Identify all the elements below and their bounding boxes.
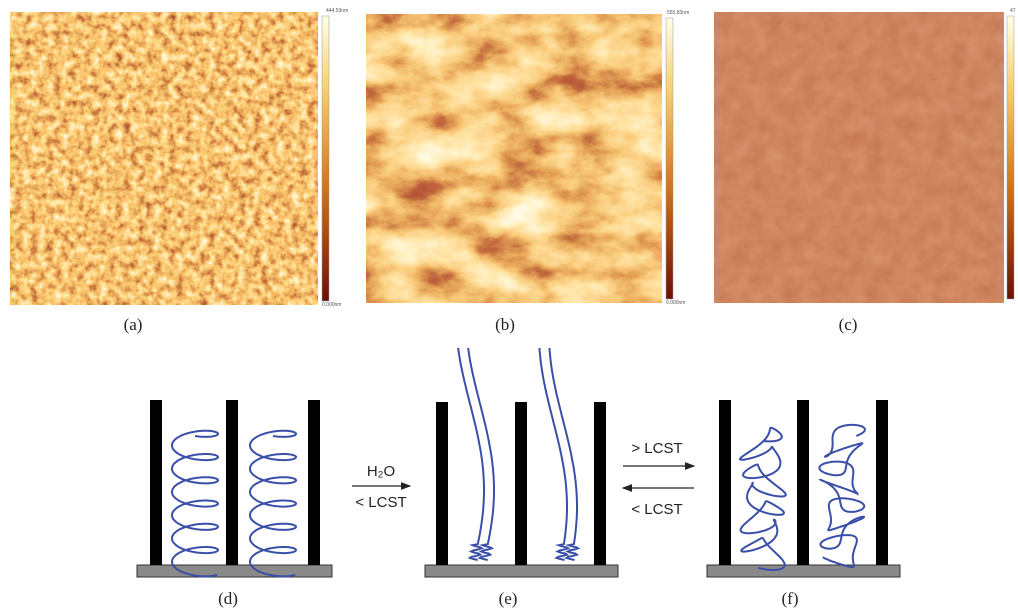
pillar <box>797 400 809 565</box>
afm-image-c <box>714 12 1004 303</box>
scale-min: 0.000nm <box>666 300 685 306</box>
polymer-chain <box>819 425 865 567</box>
arrow-label: < LCST <box>355 494 406 511</box>
polymer-chain <box>740 428 786 570</box>
colorbar-c <box>1007 16 1014 299</box>
pillar <box>150 400 162 565</box>
colorbar-b <box>666 18 673 299</box>
substrate <box>425 565 618 577</box>
pillar <box>308 400 320 565</box>
substrate <box>707 565 900 577</box>
panel-label: (a) <box>124 315 143 334</box>
pillar <box>719 400 731 565</box>
afm-image-a <box>10 12 318 305</box>
pillar <box>876 400 888 565</box>
polymer-chain <box>172 431 218 577</box>
panel-label: (e) <box>499 589 518 608</box>
colorbar-a <box>322 16 329 301</box>
afm-image-b <box>366 14 662 303</box>
scale-max: 444.53nm <box>326 8 348 14</box>
scale-min: 0.000nm <box>322 302 341 308</box>
arrow-label: > LCST <box>631 440 682 457</box>
panel-label: (f) <box>782 589 799 608</box>
polymer-chain <box>458 348 484 560</box>
panel-label: (b) <box>495 315 515 334</box>
pillar <box>594 402 606 565</box>
pillar <box>515 402 527 565</box>
substrate <box>137 565 332 577</box>
panel-label: (d) <box>218 589 238 608</box>
pillar <box>436 402 448 565</box>
scale-max: 47 <box>1010 8 1016 14</box>
pillar <box>226 400 238 565</box>
polymer-chain <box>250 431 296 577</box>
arrow-label: H₂O <box>367 463 395 480</box>
polymer-chain <box>550 348 579 560</box>
panel-label: (c) <box>839 315 858 334</box>
figure: 444.53nm 0.000nm 555.83nm 0.000nm 47 (a)… <box>0 0 1018 611</box>
arrow-label: < LCST <box>631 501 682 518</box>
scale-max: 555.83nm <box>667 10 689 16</box>
